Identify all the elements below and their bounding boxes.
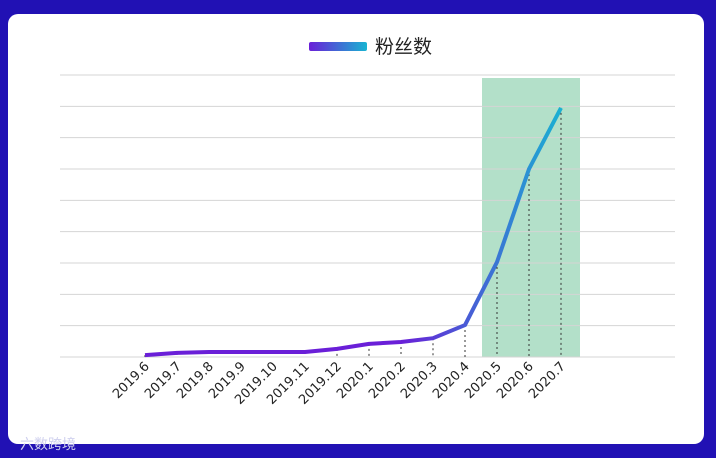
legend-swatch bbox=[309, 42, 367, 51]
line bbox=[144, 106, 563, 358]
watermark: 六数跨境 bbox=[20, 437, 76, 453]
highlight-band bbox=[482, 78, 580, 357]
legend-label: 粉丝数 bbox=[375, 36, 432, 58]
